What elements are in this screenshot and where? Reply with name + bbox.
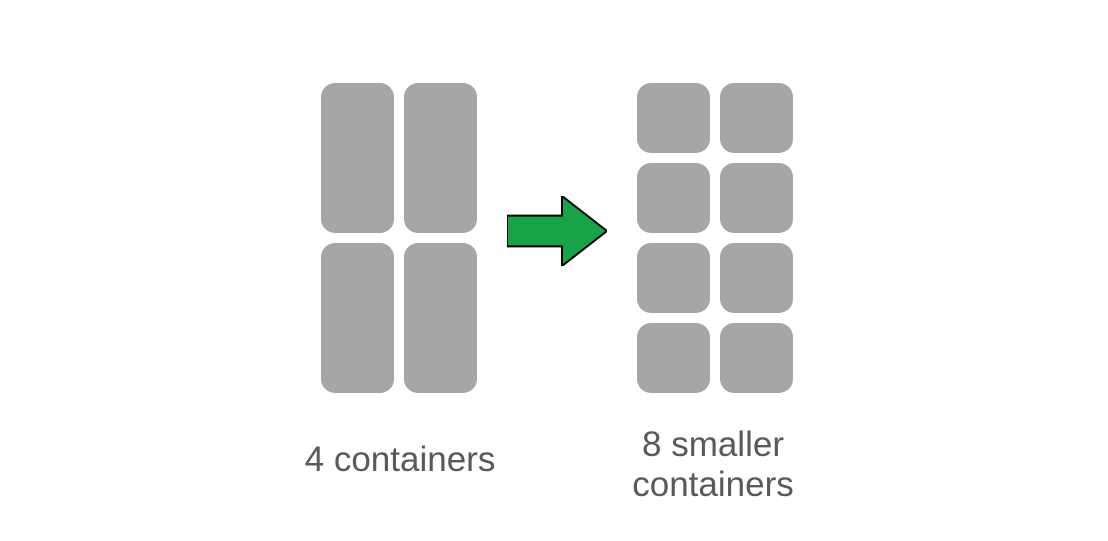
container-block: [720, 243, 793, 313]
container-block: [637, 83, 710, 153]
arrow-right-icon: [507, 196, 607, 266]
container-block: [720, 83, 793, 153]
container-block: [637, 323, 710, 393]
container-block: [637, 163, 710, 233]
left-container-grid: [321, 83, 477, 393]
container-block: [720, 323, 793, 393]
container-block: [321, 83, 394, 233]
right-caption: 8 smaller containers: [563, 425, 863, 515]
container-block: [321, 243, 394, 393]
right-container-grid: [637, 83, 793, 393]
container-block: [720, 163, 793, 233]
container-block: [637, 243, 710, 313]
diagram-stage: 4 containers 8 smaller containers: [0, 0, 1108, 541]
container-block: [404, 83, 477, 233]
left-caption: 4 containers: [235, 440, 565, 490]
container-block: [404, 243, 477, 393]
